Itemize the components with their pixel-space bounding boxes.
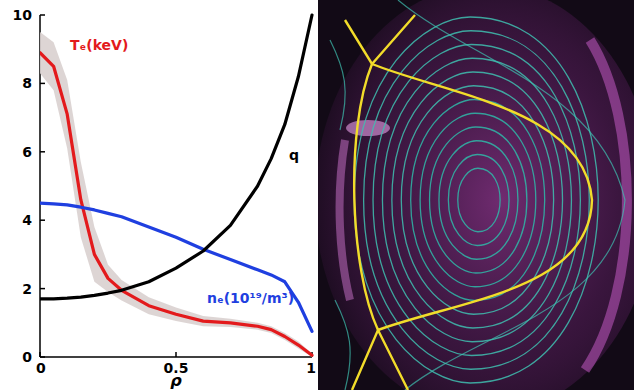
series-labels: Tₑ(keV) nₑ(10¹⁹/m³) q [70,37,299,306]
y-tick-label: 8 [22,75,32,91]
flux-surface [364,31,590,370]
series-label: Tₑ(keV) [70,37,128,53]
separatrix-leg [345,15,415,64]
y-tick [40,83,45,85]
flux-surface [439,141,518,260]
flux-surface [420,113,536,287]
separatrix-leg [352,330,408,390]
flux-surface [382,58,571,342]
y-tick-label: 2 [22,281,32,297]
flux-surface [430,127,527,273]
x-tick [175,352,177,357]
y-tick [40,219,45,221]
plasma-glow [318,0,634,390]
y-tick [40,151,45,153]
flux-surface [458,168,500,232]
figure: 024681000.51ρTₑ(keV)nₑ(10¹⁹/m³)q [0,0,634,390]
flux-surface [411,100,545,301]
error-band [40,32,312,357]
series-line [40,15,312,299]
open-field-line [330,40,345,130]
series-label: q [289,147,299,163]
x-tick [39,352,41,357]
y-tick-label: 10 [13,7,33,23]
x-axis-label: ρ [170,371,182,390]
separatrix [354,64,592,330]
plasma-photo [318,0,634,390]
axes: 024681000.51ρ [13,7,316,390]
flux-surface [354,17,598,383]
open-field-line [335,300,350,390]
y-tick-label: 6 [22,144,32,160]
y-tick [40,14,45,16]
data-marks [40,15,312,357]
x-tick-label: 1 [306,360,316,376]
x-tick-label: 0 [36,360,46,376]
y-tick-label: 0 [22,349,32,365]
flux-surface [373,45,580,356]
y-tick [40,288,45,290]
y-tick-label: 4 [22,212,32,228]
flux-surface [392,72,563,328]
series-line [40,53,312,356]
flux-surface [448,155,509,246]
series-label: nₑ(10¹⁹/m³) [207,290,294,306]
inner-wall-glow [340,140,350,300]
